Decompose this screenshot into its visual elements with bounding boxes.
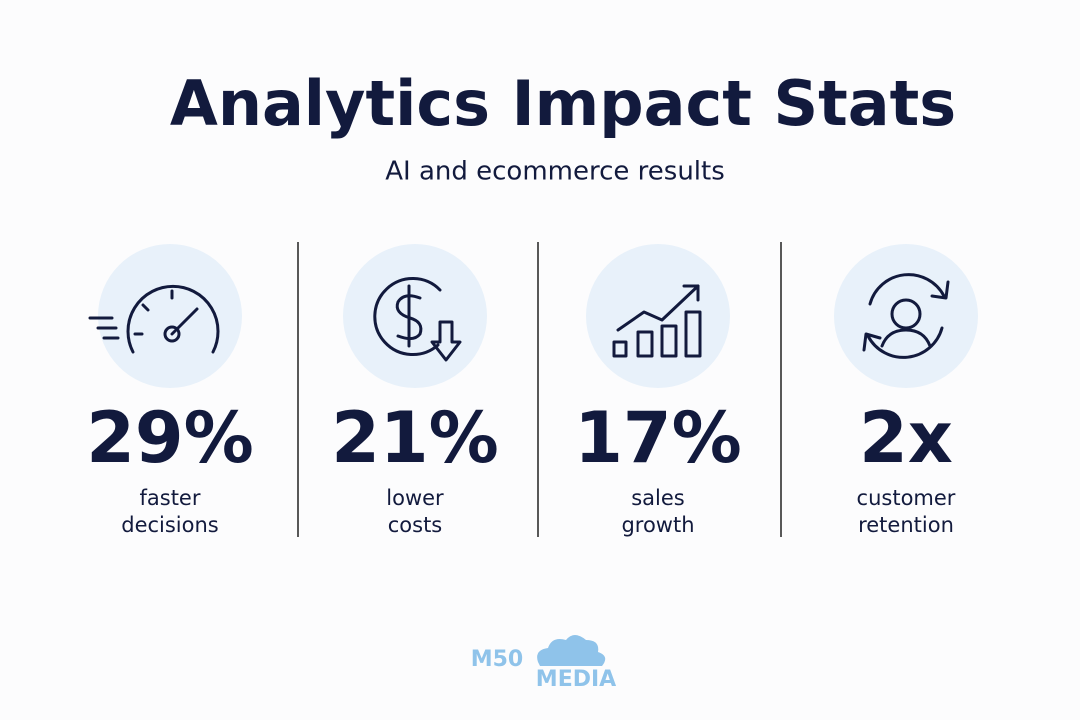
- icon-circle: [834, 244, 978, 388]
- stat-label: growth: [621, 513, 694, 537]
- logo-cloud: [537, 635, 606, 666]
- stat-label: lower: [386, 486, 444, 510]
- stat-label: customer: [857, 486, 956, 510]
- icon-circle: [98, 244, 242, 388]
- icon-circle: [343, 244, 487, 388]
- retention-icon: [862, 273, 950, 359]
- logo: M50 MEDIA: [471, 635, 616, 692]
- cost-icon: [373, 277, 462, 362]
- logo-bottom: MEDIA: [536, 667, 616, 692]
- dividers: [297, 242, 782, 537]
- growth-icon: [612, 284, 702, 358]
- speedometer-icon: [88, 284, 220, 354]
- stat-label: sales: [631, 486, 685, 510]
- stat-value: 2x: [859, 397, 953, 479]
- stat-label: decisions: [121, 513, 219, 537]
- stat-value: 17%: [574, 397, 742, 479]
- icon-circle: [586, 244, 730, 388]
- stat-value: 29%: [86, 397, 254, 479]
- logo-top: M50: [471, 647, 524, 672]
- stat-label: retention: [858, 513, 954, 537]
- stat-label: faster: [140, 486, 201, 510]
- subtitle: AI and ecommerce results: [385, 157, 725, 187]
- stat-value: 21%: [331, 397, 499, 479]
- title: Analytics Impact Stats: [170, 67, 956, 140]
- stat-label: costs: [388, 513, 443, 537]
